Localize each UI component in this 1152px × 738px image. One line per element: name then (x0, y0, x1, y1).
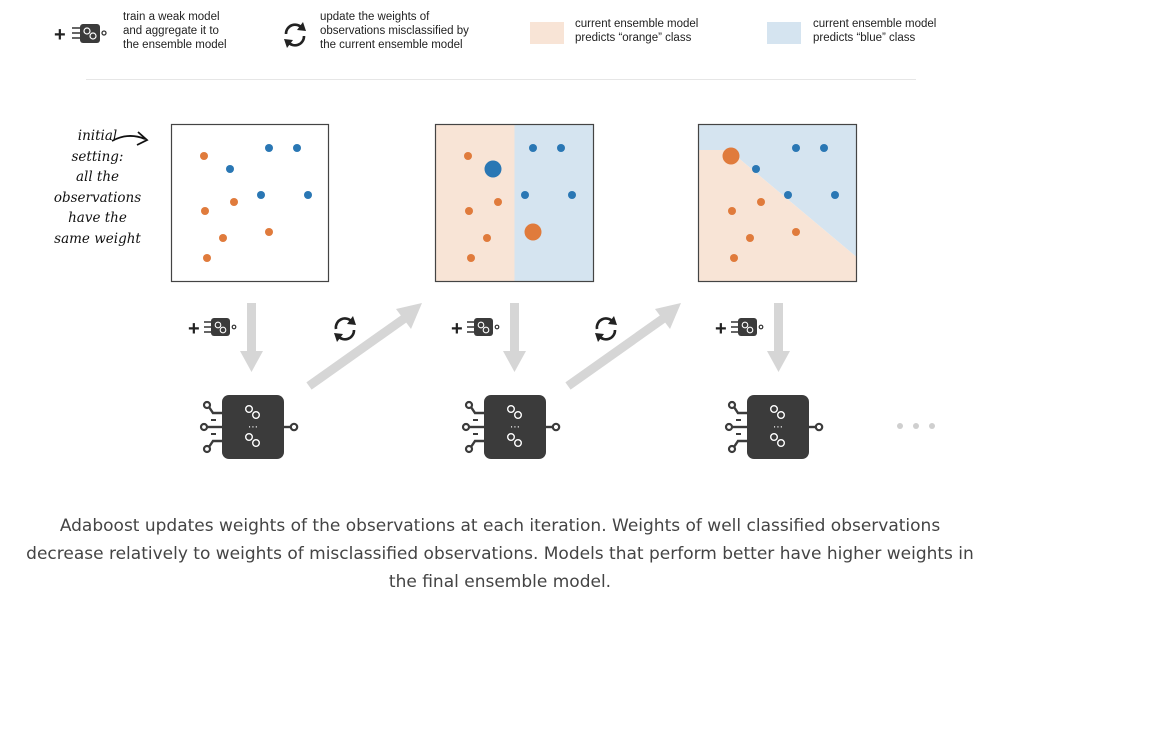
blue-observation (820, 144, 828, 152)
down-arrow (767, 303, 790, 372)
blue-observation (521, 191, 529, 199)
orange-observation (201, 207, 209, 215)
legend-weak-model-text: train a weak model and aggregate it to t… (123, 11, 227, 51)
blue-observation (257, 191, 265, 199)
panel-iteration-2 (697, 123, 858, 283)
blue-region (514, 124, 594, 282)
orange-observation (792, 228, 800, 236)
legend-blue-text: current ensemble model predicts “blue” c… (813, 18, 937, 44)
legend-update-text: update the weights of observations miscl… (320, 11, 469, 51)
blue-observation (226, 165, 234, 173)
add-weak-model-icon (450, 317, 500, 341)
blue-observation (557, 144, 565, 152)
orange-observation (483, 234, 491, 242)
caption-line-2: decrease relatively to weights of miscla… (26, 544, 974, 564)
ensemble-model-icon (461, 393, 561, 461)
orange-observation (746, 234, 754, 242)
add-weak-model-icon (714, 317, 764, 341)
legend-divider (86, 79, 916, 80)
misclassified-orange-observation (722, 147, 740, 165)
blue-observation (568, 191, 576, 199)
ensemble-model-icon (199, 393, 299, 461)
caption-line-1: Adaboost updates weights of the observat… (59, 516, 941, 536)
initial-setting-text: initial setting: all the observations ha… (53, 128, 142, 247)
ellipsis-icon (897, 423, 935, 429)
blue-observation (265, 144, 273, 152)
svg-text:+: + (54, 24, 66, 46)
add-weak-model-icon: + (54, 24, 107, 46)
legend-icons: + (54, 22, 306, 48)
orange-region (698, 124, 857, 282)
orange-observation (465, 207, 473, 215)
down-arrow (240, 303, 263, 372)
ensemble-model-icon (724, 393, 824, 461)
panel-iteration-1 (434, 123, 595, 283)
blue-observation (304, 191, 312, 199)
orange-observation (464, 152, 472, 160)
orange-observation (757, 198, 765, 206)
diagonal-arrow (565, 303, 681, 390)
orange-observation (230, 198, 238, 206)
update-weights-icon (284, 22, 306, 48)
blue-observation (831, 191, 839, 199)
orange-observation (265, 228, 273, 236)
blue-observation (293, 144, 301, 152)
orange-observation (494, 198, 502, 206)
orange-class-swatch (530, 22, 564, 44)
legend-orange-text: current ensemble model predicts “orange”… (575, 18, 699, 44)
orange-observation (467, 254, 475, 262)
blue-observation (529, 144, 537, 152)
figure-caption: Adaboost updates weights of the observat… (0, 512, 1000, 596)
down-arrow (503, 303, 526, 372)
add-weak-model-icon (187, 317, 237, 341)
blue-observation (784, 191, 792, 199)
misclassified-orange-observation (524, 223, 542, 241)
orange-observation (200, 152, 208, 160)
orange-observation (730, 254, 738, 262)
caption-line-3: the final ensemble model. (388, 572, 612, 592)
orange-observation (203, 254, 211, 262)
diagonal-arrow (306, 303, 422, 390)
annotation-arrow (111, 131, 149, 146)
orange-observation (728, 207, 736, 215)
misclassified-blue-observation (484, 160, 502, 178)
adaboost-diagram: ⋯ + (111, 123, 935, 461)
blue-observation (752, 165, 760, 173)
orange-region (435, 124, 515, 282)
initial-setting-note: initial setting: all the observations ha… (50, 126, 145, 249)
update-weights-icon (593, 314, 619, 344)
blue-class-swatch (767, 22, 801, 44)
blue-observation (792, 144, 800, 152)
update-weights-icon (332, 314, 358, 344)
orange-observation (219, 234, 227, 242)
panel-initial (170, 123, 330, 283)
